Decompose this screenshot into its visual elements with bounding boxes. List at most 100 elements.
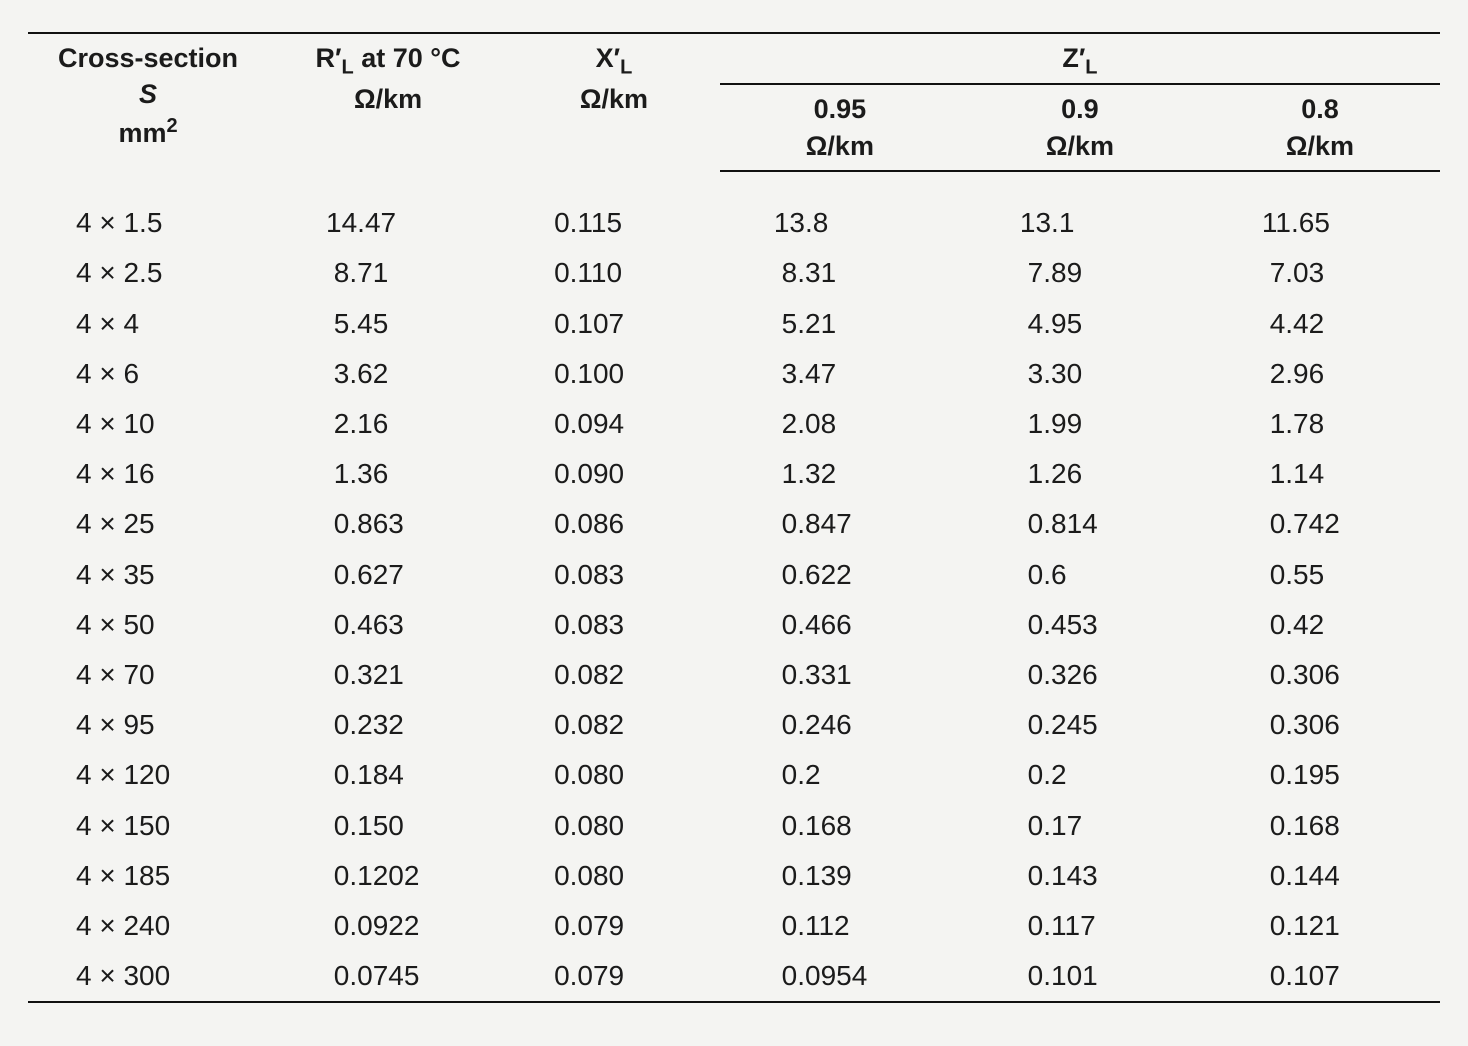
table-row: 4 × 150 0.1500.080 0.168 0.17 0.168 bbox=[28, 801, 1440, 851]
cell-cs: 4 × 2.5 bbox=[28, 248, 268, 298]
cell-cs: 4 × 150 bbox=[28, 801, 268, 851]
cell-rl: 0.0922 bbox=[268, 901, 508, 951]
cable-impedance-table: Cross-section S mm2 R′L at 70 °C Ω/km X′… bbox=[28, 32, 1440, 1003]
cell-xl: 0.083 bbox=[508, 550, 720, 600]
table-row: 4 × 185 0.12020.080 0.139 0.143 0.144 bbox=[28, 851, 1440, 901]
col-header-line: Ω/km bbox=[1046, 131, 1114, 161]
cell-z95: 0.466 bbox=[720, 600, 960, 650]
cell-cs: 4 × 300 bbox=[28, 951, 268, 1002]
cell-rl: 0.463 bbox=[268, 600, 508, 650]
cell-z80: 0.742 bbox=[1200, 499, 1440, 549]
cell-rl: 0.0745 bbox=[268, 951, 508, 1002]
cell-xl: 0.090 bbox=[508, 449, 720, 499]
cell-cs: 4 × 50 bbox=[28, 600, 268, 650]
cell-xl: 0.086 bbox=[508, 499, 720, 549]
col-group-zl: Z′L bbox=[720, 33, 1440, 84]
cell-z90: 0.143 bbox=[960, 851, 1200, 901]
cell-xl: 0.094 bbox=[508, 399, 720, 449]
cell-z80: 0.195 bbox=[1200, 750, 1440, 800]
cell-z80: 2.96 bbox=[1200, 349, 1440, 399]
cell-z95: 0.2 bbox=[720, 750, 960, 800]
col-header-rl: R′L at 70 °C Ω/km bbox=[268, 33, 508, 171]
cell-z95: 0.168 bbox=[720, 801, 960, 851]
cell-z80: 1.78 bbox=[1200, 399, 1440, 449]
cell-z90: 0.326 bbox=[960, 650, 1200, 700]
cell-cs: 4 × 70 bbox=[28, 650, 268, 700]
col-header-line: Ω/km bbox=[806, 131, 874, 161]
cell-xl: 0.115 bbox=[508, 171, 720, 248]
cell-z95: 0.112 bbox=[720, 901, 960, 951]
cell-z80: 0.121 bbox=[1200, 901, 1440, 951]
cell-rl: 3.62 bbox=[268, 349, 508, 399]
col-header-line: X′L bbox=[596, 43, 633, 73]
cell-z95: 5.21 bbox=[720, 299, 960, 349]
cell-rl: 2.16 bbox=[268, 399, 508, 449]
cell-xl: 0.110 bbox=[508, 248, 720, 298]
col-header-cross-section: Cross-section S mm2 bbox=[28, 33, 268, 171]
cell-cs: 4 × 185 bbox=[28, 851, 268, 901]
cell-rl: 0.321 bbox=[268, 650, 508, 700]
cell-z90: 7.89 bbox=[960, 248, 1200, 298]
cell-z80: 1.14 bbox=[1200, 449, 1440, 499]
cell-z90: 0.2 bbox=[960, 750, 1200, 800]
cell-xl: 0.079 bbox=[508, 901, 720, 951]
cell-cs: 4 × 1.5 bbox=[28, 171, 268, 248]
cell-z95: 2.08 bbox=[720, 399, 960, 449]
table-row: 4 × 16 1.360.090 1.32 1.26 1.14 bbox=[28, 449, 1440, 499]
col-header-line: Z′L bbox=[1062, 43, 1097, 73]
cell-z90: 1.99 bbox=[960, 399, 1200, 449]
cell-z80: 7.03 bbox=[1200, 248, 1440, 298]
cell-z95: 0.622 bbox=[720, 550, 960, 600]
col-header-xl: X′L Ω/km bbox=[508, 33, 720, 171]
table-row: 4 × 120 0.1840.080 0.2 0.2 0.195 bbox=[28, 750, 1440, 800]
cell-z90: 0.814 bbox=[960, 499, 1200, 549]
cell-z80: 0.168 bbox=[1200, 801, 1440, 851]
cell-cs: 4 × 4 bbox=[28, 299, 268, 349]
table-row: 4 × 300 0.07450.079 0.0954 0.101 0.107 bbox=[28, 951, 1440, 1002]
cell-cs: 4 × 240 bbox=[28, 901, 268, 951]
cell-z90: 0.17 bbox=[960, 801, 1200, 851]
col-header-line: Ω/km bbox=[354, 84, 422, 114]
cell-cs: 4 × 35 bbox=[28, 550, 268, 600]
cell-rl: 0.863 bbox=[268, 499, 508, 549]
page: Cross-section S mm2 R′L at 70 °C Ω/km X′… bbox=[0, 0, 1468, 1023]
cell-z80: 0.107 bbox=[1200, 951, 1440, 1002]
cell-xl: 0.079 bbox=[508, 951, 720, 1002]
cell-xl: 0.082 bbox=[508, 700, 720, 750]
col-header-line: Ω/km bbox=[580, 84, 648, 114]
cell-z80: 11.65 bbox=[1200, 171, 1440, 248]
cell-cs: 4 × 95 bbox=[28, 700, 268, 750]
cell-z95: 0.246 bbox=[720, 700, 960, 750]
cell-xl: 0.080 bbox=[508, 801, 720, 851]
cell-z80: 0.144 bbox=[1200, 851, 1440, 901]
cell-rl: 0.232 bbox=[268, 700, 508, 750]
cell-z90: 13.1 bbox=[960, 171, 1200, 248]
table-row: 4 × 1.514.470.11513.813.111.65 bbox=[28, 171, 1440, 248]
cell-xl: 0.107 bbox=[508, 299, 720, 349]
cell-rl: 0.184 bbox=[268, 750, 508, 800]
cell-z90: 0.117 bbox=[960, 901, 1200, 951]
cell-z95: 0.847 bbox=[720, 499, 960, 549]
cell-z95: 8.31 bbox=[720, 248, 960, 298]
col-header-line: 0.95 bbox=[814, 94, 867, 124]
col-header-z95: 0.95 Ω/km bbox=[720, 84, 960, 171]
cell-z80: 0.306 bbox=[1200, 650, 1440, 700]
cell-rl: 5.45 bbox=[268, 299, 508, 349]
cell-xl: 0.080 bbox=[508, 750, 720, 800]
table-row: 4 × 240 0.09220.079 0.112 0.117 0.121 bbox=[28, 901, 1440, 951]
cell-z90: 0.245 bbox=[960, 700, 1200, 750]
cell-rl: 1.36 bbox=[268, 449, 508, 499]
col-header-line: Cross-section bbox=[58, 43, 238, 73]
table-row: 4 × 4 5.450.107 5.21 4.95 4.42 bbox=[28, 299, 1440, 349]
table-header: Cross-section S mm2 R′L at 70 °C Ω/km X′… bbox=[28, 33, 1440, 171]
col-header-z90: 0.9 Ω/km bbox=[960, 84, 1200, 171]
cell-rl: 0.627 bbox=[268, 550, 508, 600]
cell-z90: 4.95 bbox=[960, 299, 1200, 349]
cell-z90: 0.453 bbox=[960, 600, 1200, 650]
cell-rl: 0.150 bbox=[268, 801, 508, 851]
table-row: 4 × 50 0.4630.083 0.466 0.453 0.42 bbox=[28, 600, 1440, 650]
cell-xl: 0.080 bbox=[508, 851, 720, 901]
cell-rl: 0.1202 bbox=[268, 851, 508, 901]
col-header-line: 0.9 bbox=[1061, 94, 1099, 124]
cell-z95: 0.0954 bbox=[720, 951, 960, 1002]
